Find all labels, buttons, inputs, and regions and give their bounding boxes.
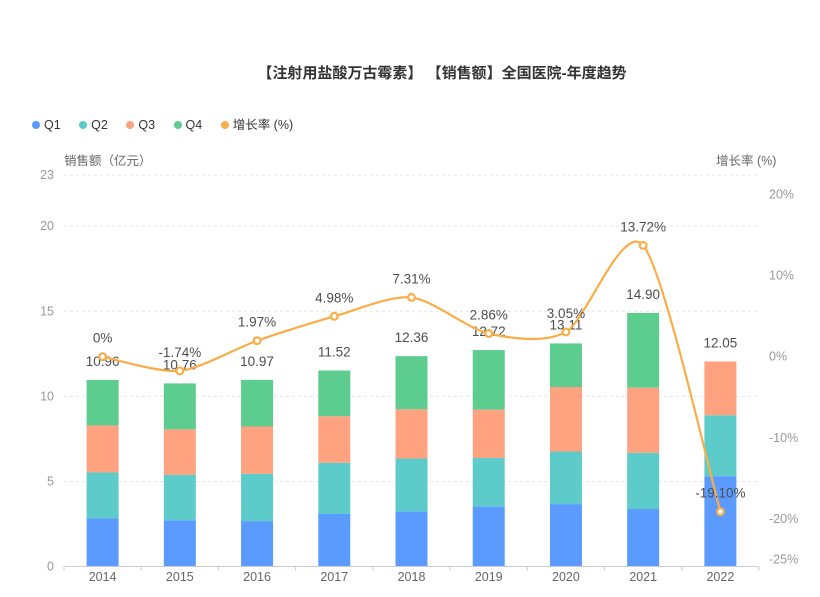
svg-text:2019: 2019 [475,570,503,584]
svg-text:-20%: -20% [769,512,798,526]
svg-text:2022: 2022 [706,570,734,584]
svg-text:2015: 2015 [166,570,194,584]
svg-text:0: 0 [47,560,54,574]
svg-text:10.97: 10.97 [240,354,274,369]
svg-text:-25%: -25% [769,553,798,567]
svg-text:-10%: -10% [769,431,798,445]
svg-text:23: 23 [40,168,54,182]
svg-text:13.72%: 13.72% [620,219,666,234]
svg-text:2017: 2017 [320,570,348,584]
svg-text:20%: 20% [769,187,794,201]
svg-text:0%: 0% [93,331,113,346]
svg-text:14.90: 14.90 [626,287,660,302]
svg-text:11.52: 11.52 [318,344,351,359]
svg-text:2016: 2016 [243,570,271,584]
svg-text:12.36: 12.36 [395,330,429,345]
svg-text:20: 20 [40,219,54,233]
svg-text:-1.74%: -1.74% [158,345,201,360]
svg-text:2014: 2014 [89,570,117,584]
svg-text:2018: 2018 [398,570,426,584]
svg-text:1.97%: 1.97% [238,315,276,330]
svg-text:10%: 10% [769,269,794,283]
svg-text:12.05: 12.05 [703,335,737,350]
svg-text:4.98%: 4.98% [315,290,353,305]
svg-text:2021: 2021 [629,570,657,584]
svg-text:2.86%: 2.86% [470,308,508,323]
svg-text:-19.10%: -19.10% [695,486,745,501]
svg-text:5: 5 [47,474,54,488]
svg-text:0%: 0% [769,350,787,364]
svg-text:15: 15 [40,304,54,318]
svg-text:10: 10 [40,389,54,403]
svg-text:2020: 2020 [552,570,580,584]
svg-text:3.05%: 3.05% [547,306,585,321]
svg-text:7.31%: 7.31% [392,271,430,286]
